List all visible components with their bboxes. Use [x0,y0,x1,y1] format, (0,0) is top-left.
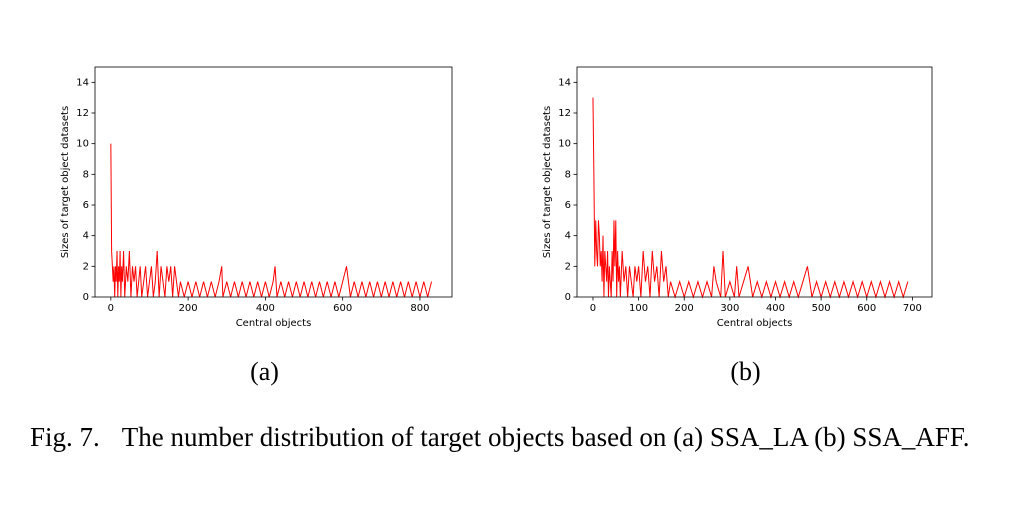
y-tick-label: 4 [565,231,571,242]
y-tick-label: 12 [76,108,89,119]
caption-text: The number distribution of target object… [121,422,970,452]
caption-label: Fig. 7. [30,422,100,452]
y-tick-label: 10 [558,139,571,150]
x-tick-label: 0 [108,303,114,314]
y-axis-label: Sizes of target object datasets [542,106,553,258]
y-tick-label: 8 [565,169,571,180]
y-tick-label: 6 [83,200,89,211]
y-tick-label: 6 [565,200,571,211]
x-tick-label: 400 [256,303,275,314]
x-tick-label: 100 [629,303,648,314]
y-tick-label: 14 [76,77,89,88]
y-tick-label: 2 [565,261,571,272]
plot-frame [576,66,933,298]
panel-label: (b) [730,357,760,386]
y-tick-label: 8 [83,169,89,180]
x-tick-label: 600 [333,303,352,314]
y-tick-label: 4 [83,231,89,242]
x-tick-label: 800 [410,303,429,314]
data-line [110,143,433,298]
x-tick-label: 200 [675,303,694,314]
x-tick-label: 300 [720,303,739,314]
y-tick-label: 0 [565,292,571,303]
panel-label: (a) [250,357,279,386]
y-tick-label: 10 [76,139,89,150]
x-tick-label: 0 [590,303,596,314]
x-axis-label: Central objects [236,318,312,329]
x-tick-label: 400 [766,303,785,314]
x-tick-label: 700 [903,303,922,314]
y-tick-label: 2 [83,261,89,272]
x-axis-label: Central objects [717,318,793,329]
y-tick-label: 0 [83,292,89,303]
x-tick-label: 200 [179,303,198,314]
data-line [592,97,909,299]
x-tick-label: 600 [857,303,876,314]
plot-frame [94,66,453,298]
y-tick-label: 12 [558,108,571,119]
x-tick-label: 500 [812,303,831,314]
y-axis-label: Sizes of target object datasets [60,106,71,258]
y-tick-label: 14 [558,77,571,88]
caption: Fig. 7. The number distribution of target… [30,422,988,453]
